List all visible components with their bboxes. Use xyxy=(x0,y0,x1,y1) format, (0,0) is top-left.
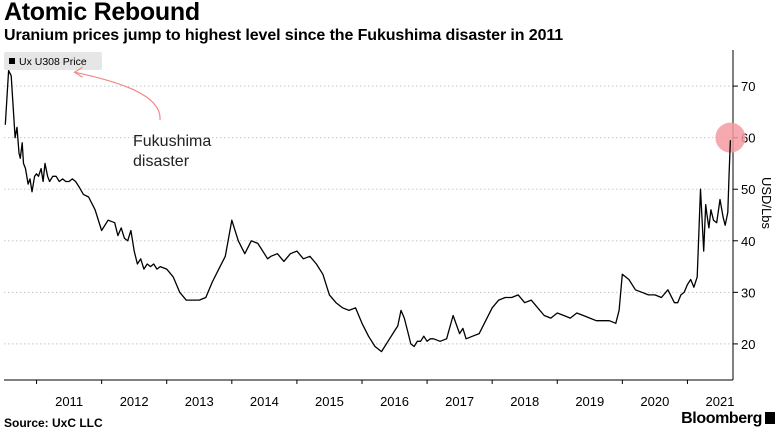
x-tick-label: 2019 xyxy=(575,394,604,409)
y-tick-label: 70 xyxy=(741,79,755,94)
x-tick-label: 2012 xyxy=(120,394,149,409)
annotation-arrowhead xyxy=(73,66,83,78)
x-tick-label: 2014 xyxy=(250,394,279,409)
series-line-ux-u308-price xyxy=(4,69,732,353)
source-note: Source: UxC LLC xyxy=(4,416,103,430)
annotation: Fukushima disaster xyxy=(73,66,211,170)
legend-box xyxy=(4,52,102,70)
y-tick-label: 20 xyxy=(741,337,755,352)
x-tick-label: 2021 xyxy=(706,394,735,409)
legend-label: Ux U308 Price xyxy=(19,56,87,68)
y-axis-label: USD/Lbs xyxy=(759,177,774,230)
y-tick-label: 40 xyxy=(741,234,755,249)
x-tick-label: 2011 xyxy=(55,394,83,409)
annotation-arrow xyxy=(74,71,161,121)
bloomberg-logo: Bloomberg xyxy=(681,410,775,428)
highlight-circle xyxy=(715,122,746,153)
annotation-label-line1: Fukushima xyxy=(133,133,211,150)
grid-lines xyxy=(4,85,733,345)
x-tick-label: 2015 xyxy=(315,394,344,409)
brand-mark-icon xyxy=(765,412,775,424)
annotation-label-line2: disaster xyxy=(133,153,190,170)
x-tick-label: 2016 xyxy=(380,394,409,409)
brand-text: Bloomberg xyxy=(681,410,762,427)
chart-title: Atomic Rebound xyxy=(4,0,200,26)
y-tick-label: 30 xyxy=(741,285,755,300)
x-tick-label: 2013 xyxy=(185,394,214,409)
legend: Ux U308 Price xyxy=(4,52,102,70)
x-tick-label: 2017 xyxy=(445,394,474,409)
x-tick-label: 2018 xyxy=(510,394,539,409)
x-tick-label: 2020 xyxy=(640,394,669,409)
legend-swatch xyxy=(9,58,15,64)
chart-subtitle: Uranium prices jump to highest level sin… xyxy=(4,27,564,44)
y-tick-label: 50 xyxy=(741,182,755,197)
